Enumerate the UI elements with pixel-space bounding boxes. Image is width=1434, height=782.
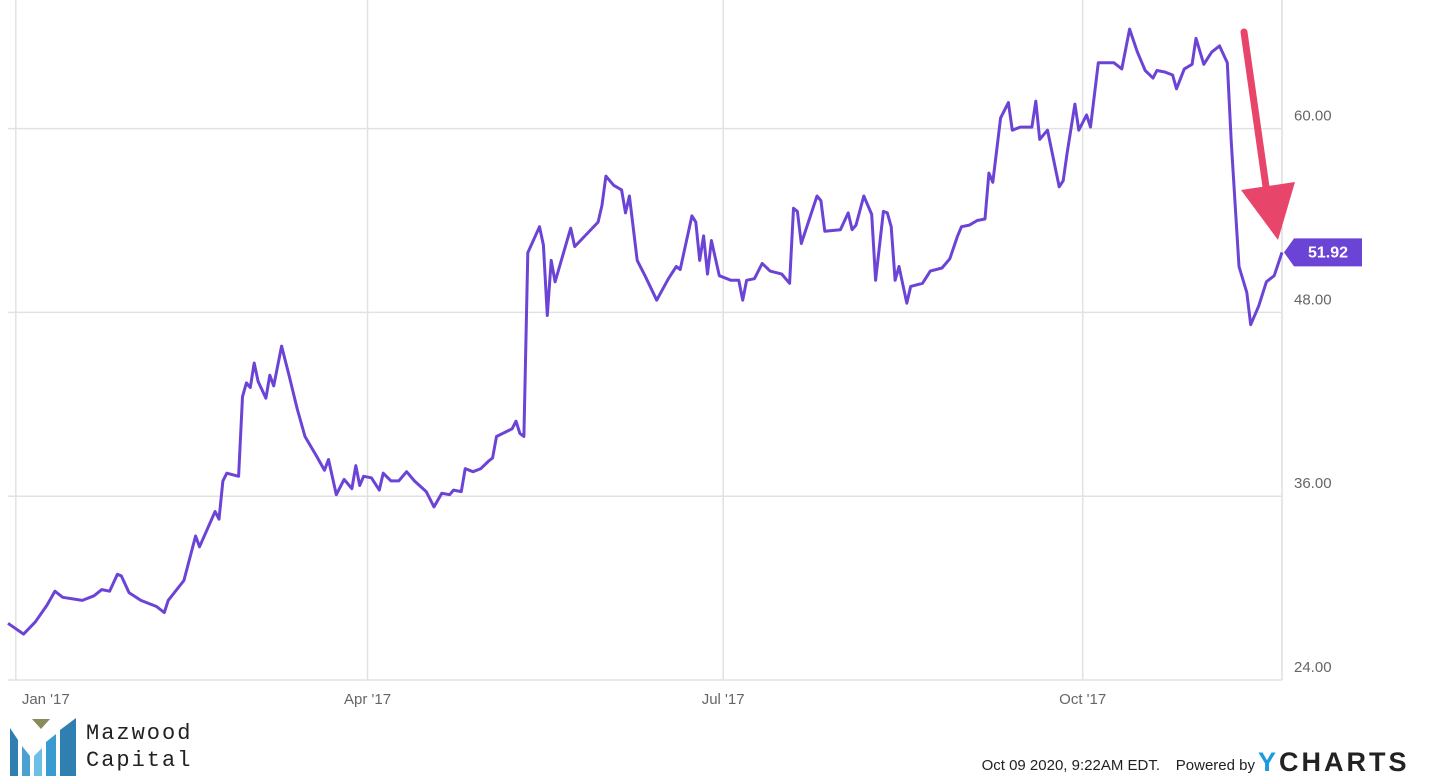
value-callout [1284,238,1362,267]
annotation-arrow [1240,28,1295,240]
y-tick-label: 60.00 [1294,108,1332,125]
price-line [7,27,1284,636]
logo-icon [46,734,56,776]
y-tick-label: 24.00 [1294,659,1332,676]
brand: YCHARTS [1258,747,1410,777]
logo-text: Mazwood [86,721,192,746]
logo: Mazwood Capital [10,718,192,776]
arrow-head [1241,182,1295,240]
brand-letter: R [1347,747,1370,777]
brand-letter: H [1302,747,1325,777]
brand-letter: A [1324,747,1347,777]
brand-letter: C [1279,747,1302,777]
logo-icon [10,728,18,776]
brand-letter: S [1389,747,1410,777]
y-tick-label: 36.00 [1294,475,1332,492]
logo-text: Capital [86,748,192,773]
x-tick-label: Jan '17 [22,691,70,708]
timestamp: Oct 09 2020, 9:22AM EDT. [982,757,1160,774]
logo-icon [34,748,42,776]
x-tick-label: Jul '17 [702,691,745,708]
logo-icon [22,746,30,776]
value-callout-label: 51.92 [1308,245,1348,262]
x-tick-label: Apr '17 [344,691,391,708]
arrow-shaft [1240,28,1274,219]
y-tick-label: 48.00 [1294,291,1332,308]
brand-letter: T [1369,747,1389,777]
powered-by: Powered by [1176,757,1256,774]
brand-letter: Y [1258,747,1279,777]
logo-icon [60,718,76,776]
logo-icon [32,719,50,729]
x-tick-label: Oct '17 [1059,691,1106,708]
